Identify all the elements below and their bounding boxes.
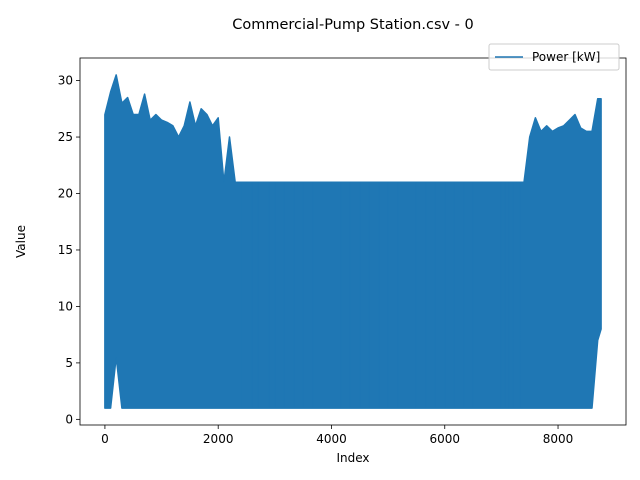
y-tick-label: 25 — [58, 130, 73, 144]
x-tick-label: 6000 — [429, 432, 460, 446]
y-tick-label: 15 — [58, 243, 73, 257]
y-axis-ticks: 0 5 10 15 20 25 30 — [58, 74, 80, 426]
plot-area — [79, 57, 627, 426]
legend-label: Power [kW] — [532, 50, 600, 64]
x-tick-label: 0 — [101, 432, 109, 446]
y-tick-label: 5 — [65, 356, 73, 370]
axes-frame — [79, 57, 627, 426]
legend-box — [488, 43, 620, 71]
y-tick-label: 20 — [58, 187, 73, 201]
series-spikes-0 — [104, 74, 601, 409]
y-tick-label: 0 — [65, 412, 73, 426]
series-layer — [104, 74, 602, 409]
y-tick-label: 30 — [58, 74, 73, 88]
x-tick-label: 4000 — [316, 432, 347, 446]
x-tick-label: 8000 — [543, 432, 574, 446]
y-axis-label: Value — [14, 225, 28, 258]
x-tick-label: 2000 — [203, 432, 234, 446]
y-tick-label: 10 — [58, 299, 73, 313]
x-axis-label: Index — [336, 451, 369, 465]
legend: Power [kW] — [488, 43, 620, 71]
chart-title: Commercial-Pump Station.csv - 0 — [232, 17, 474, 33]
x-axis-ticks: 0 2000 4000 6000 8000 — [101, 425, 573, 446]
